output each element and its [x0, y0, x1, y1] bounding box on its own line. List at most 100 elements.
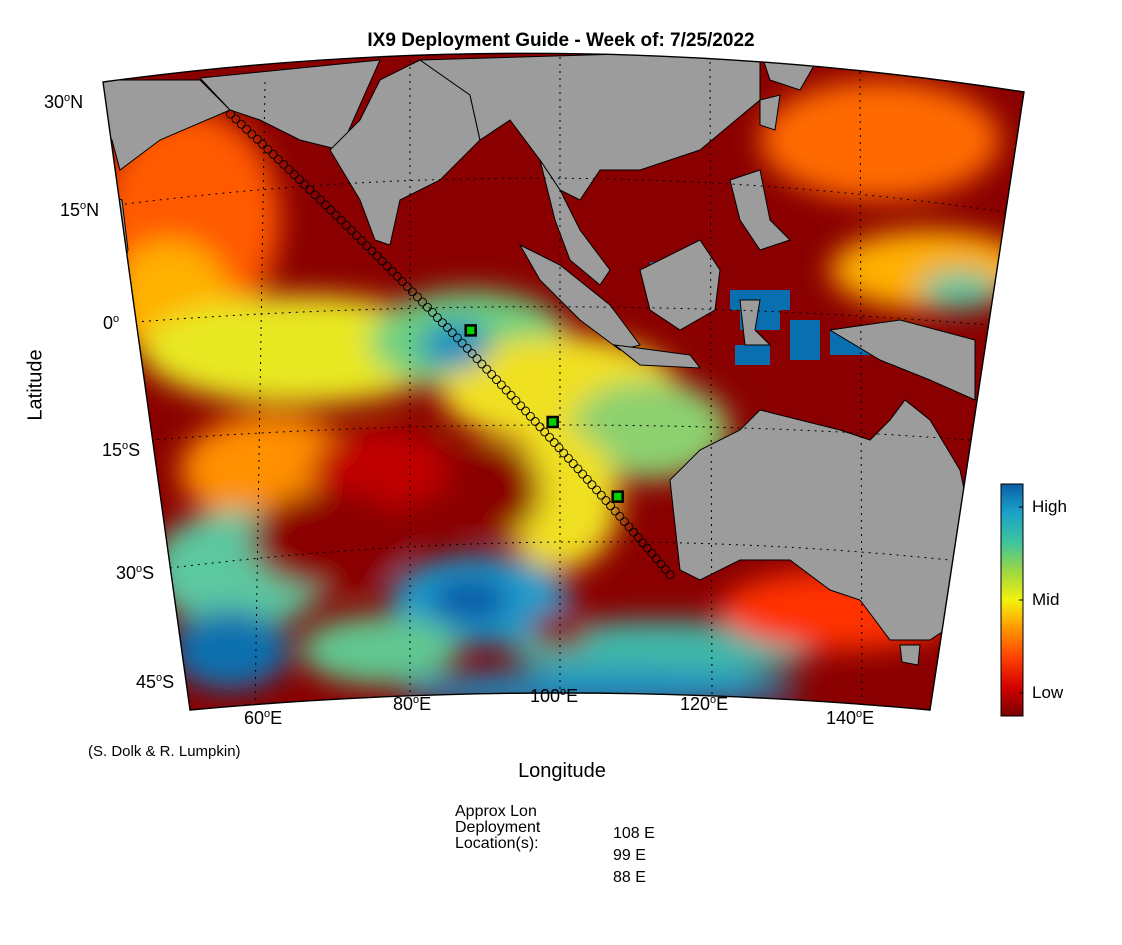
land-new-guinea: [828, 319, 976, 401]
deployment-location-1: 108 E: [613, 825, 655, 842]
track-point: [289, 170, 299, 179]
map-area: [103, 53, 1024, 711]
track-point: [273, 154, 283, 164]
track-point: [326, 205, 336, 215]
colorbar-label-mid: Mid: [1032, 590, 1060, 609]
track-point: [423, 302, 432, 312]
track-point: [418, 297, 427, 307]
track-point: [549, 438, 559, 447]
track-point: [482, 364, 492, 374]
track-point: [578, 469, 588, 479]
land-masses: [103, 53, 976, 666]
credit-text: (S. Dolk & R. Lumpkin): [88, 743, 241, 760]
track-point: [496, 380, 506, 390]
track-point: [624, 522, 634, 532]
lat-tick-15n: 15oN: [60, 200, 100, 220]
land-tasmania: [899, 644, 921, 666]
track-point: [357, 236, 367, 246]
colorbar-label-high: High: [1032, 497, 1067, 516]
track-point: [477, 359, 487, 369]
track-point: [587, 480, 597, 490]
track-point: [615, 511, 625, 521]
track-point: [592, 485, 602, 495]
track-point: [305, 185, 315, 195]
track-point: [397, 277, 407, 286]
lon-tick-60e: 60oE: [244, 708, 283, 728]
page-title: IX9 Deployment Guide - Week of: 7/25/202…: [367, 30, 755, 51]
track-point: [252, 134, 262, 144]
deployment-locations: 108 E 99 E 88 E: [613, 823, 655, 889]
cruise-track: [226, 109, 675, 580]
track-point: [487, 369, 497, 379]
track-point: [638, 538, 648, 548]
track-point: [367, 246, 377, 256]
land-taiwan: [759, 94, 781, 131]
track-point: [231, 114, 241, 124]
track-point: [511, 396, 521, 406]
track-point: [372, 251, 382, 261]
track-point: [432, 313, 442, 323]
track-point: [284, 165, 294, 174]
track-point: [545, 432, 554, 442]
track-point: [268, 149, 278, 159]
track-point: [279, 159, 289, 169]
deployment-location-3: 88 E: [613, 869, 646, 886]
track-point: [582, 474, 592, 484]
track-point: [428, 307, 437, 317]
track-point: [336, 215, 346, 225]
track-point: [647, 548, 657, 558]
track-point: [619, 517, 629, 527]
lon-tick-80e: 80oE: [393, 694, 432, 714]
deployment-marker-1: [611, 490, 624, 503]
track-point: [633, 533, 643, 542]
track-point: [492, 375, 501, 385]
lon-tick-120e: 120oE: [680, 694, 729, 714]
map-frame: [102, 52, 1025, 711]
track-point: [402, 282, 412, 292]
track-point: [295, 175, 304, 185]
track-point: [656, 559, 666, 569]
land-africa-horn: [103, 189, 129, 322]
deployment-markers: [464, 324, 624, 503]
track-point: [601, 496, 611, 505]
deployment-marker-3: [464, 324, 477, 337]
track-point: [346, 225, 356, 235]
lon-tick-100e: 100oE: [530, 686, 579, 706]
track-point: [362, 241, 372, 251]
lat-tick-30n: 30oN: [44, 92, 84, 112]
track-point: [530, 417, 540, 426]
track-point: [462, 343, 472, 353]
track-point: [392, 271, 402, 281]
track-point: [606, 501, 616, 511]
ocean-anomaly-field: [103, 80, 1024, 710]
x-axis-label: Longitude: [518, 760, 606, 782]
track-point: [596, 490, 606, 500]
track-point: [525, 411, 535, 421]
lat-tick-15s: 15oS: [102, 440, 141, 460]
track-point: [447, 328, 457, 338]
track-point: [573, 464, 583, 474]
land-arabia: [103, 79, 231, 171]
track-point: [387, 266, 397, 276]
track-point: [457, 338, 467, 348]
track-point: [242, 124, 252, 134]
track-point: [382, 261, 392, 271]
track-point: [467, 349, 477, 358]
track-point: [412, 292, 422, 302]
track-point: [341, 220, 351, 230]
track-point: [236, 119, 246, 129]
track-point: [661, 564, 670, 574]
lat-tick-0: 0o: [103, 313, 120, 333]
y-axis-label: Latitude: [24, 349, 47, 421]
track-point: [535, 422, 545, 432]
track-point: [501, 385, 511, 395]
track-point: [437, 318, 447, 328]
track-point: [563, 453, 573, 463]
track-point: [352, 230, 361, 240]
land-philippines: [729, 169, 791, 251]
track-point: [568, 459, 578, 469]
track-point: [559, 448, 569, 458]
track-point: [521, 406, 531, 416]
track-point: [651, 554, 661, 564]
